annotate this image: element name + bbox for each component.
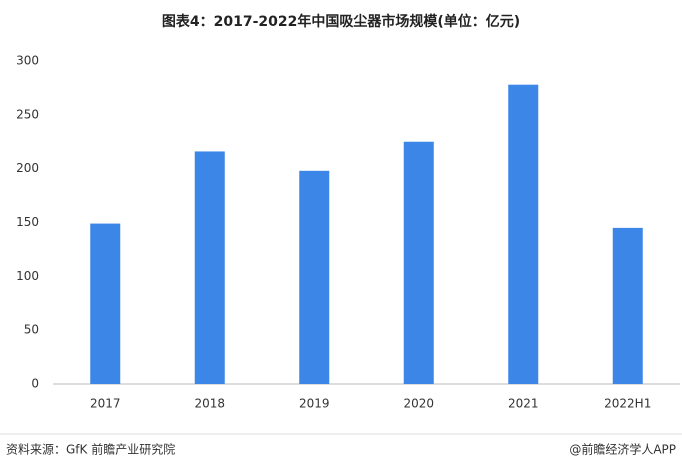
y-tick-label: 150 [16, 215, 39, 229]
y-tick-label: 100 [16, 269, 39, 283]
y-tick-label: 300 [16, 54, 39, 68]
x-tick-label: 2019 [299, 397, 330, 411]
bar [194, 151, 225, 384]
bar [508, 84, 539, 384]
y-tick-label: 50 [24, 323, 39, 337]
bar [612, 227, 643, 384]
bar [299, 170, 330, 384]
y-tick-label: 200 [16, 161, 39, 175]
y-tick-label: 250 [16, 107, 39, 121]
x-tick-label: 2017 [90, 397, 121, 411]
bar [90, 223, 121, 384]
y-tick-label: 0 [31, 377, 39, 391]
bar [403, 141, 434, 384]
x-tick-label: 2022H1 [604, 397, 651, 411]
chart-title: 图表4：2017-2022年中国吸尘器市场规模(单位：亿元) [162, 13, 520, 30]
x-tick-label: 2018 [194, 397, 225, 411]
credit: @前瞻经济学人APP [569, 442, 676, 457]
x-tick-label: 2020 [403, 397, 434, 411]
x-tick-label: 2021 [508, 397, 539, 411]
source: 资料来源：GfK 前瞻产业研究院 [6, 442, 175, 457]
